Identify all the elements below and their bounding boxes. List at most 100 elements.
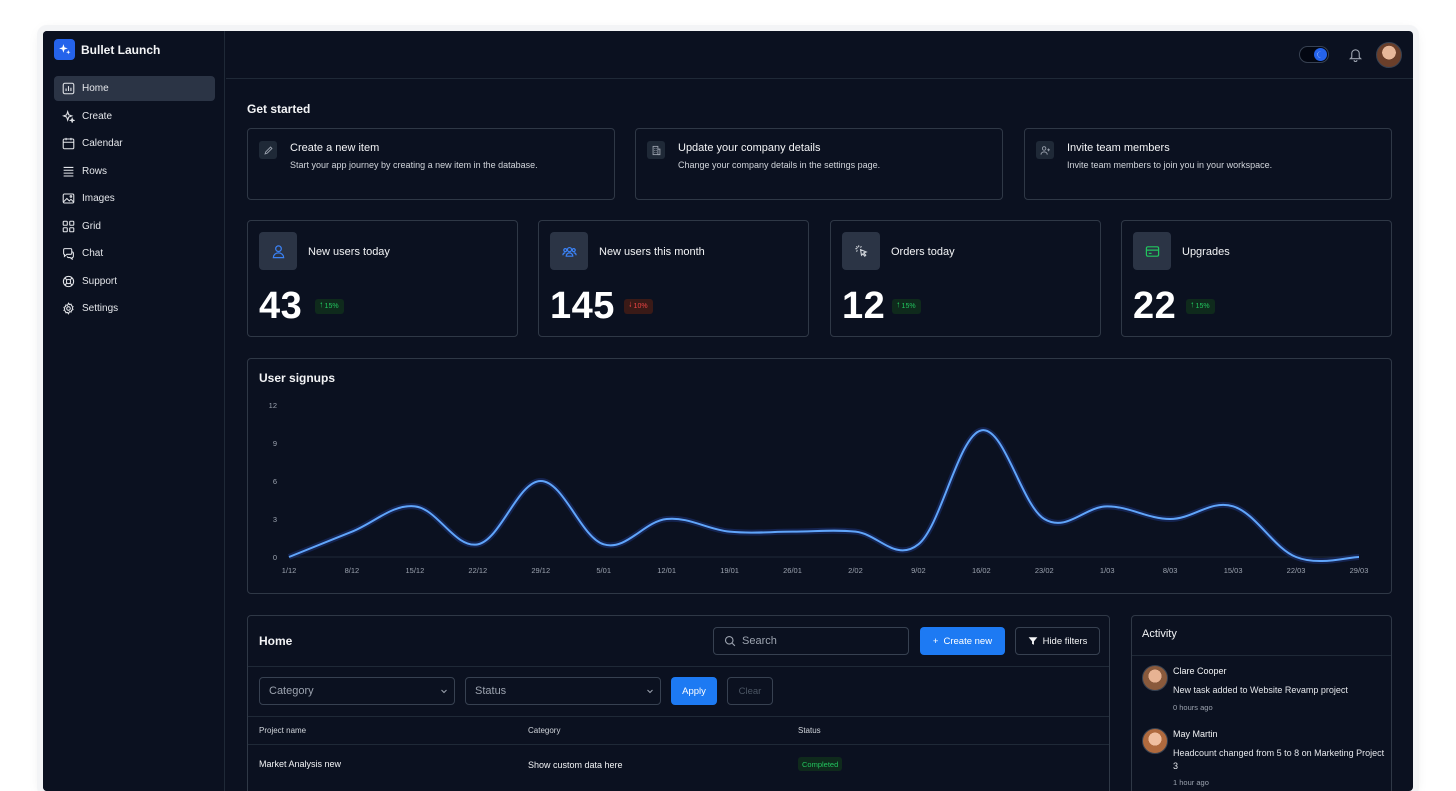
- status-select[interactable]: Status: [465, 677, 661, 705]
- stat-card-upgrades: Upgrades 22 🠑 15%: [1121, 220, 1392, 337]
- stat-label: Orders today: [891, 246, 955, 258]
- create-item-card[interactable]: Create a new item Start your app journey…: [247, 128, 615, 200]
- chart-canvas: 0 3 6 9 12 1/12 8/12 15/12 22/12 29/12 5/01 12/01 19…: [269, 401, 1369, 575]
- x-tick-label: 19/01: [720, 566, 739, 575]
- sidebar-item-home[interactable]: Home: [54, 76, 215, 101]
- change-value: 15%: [1195, 303, 1210, 310]
- hide-filters-button[interactable]: Hide filters: [1015, 627, 1100, 655]
- status-badge: Completed: [798, 757, 843, 771]
- image-icon: [62, 193, 75, 204]
- stat-card-new-users-today: New users today 43 🠑 15%: [247, 220, 518, 337]
- card-description: Invite team members to join you in your …: [1067, 160, 1273, 170]
- activity-user: Clare Cooper: [1173, 666, 1227, 676]
- brand[interactable]: Bullet Launch: [54, 39, 160, 60]
- grid-icon: [62, 220, 75, 232]
- sidebar-item-images[interactable]: Images: [54, 186, 215, 211]
- change-badge: 🠓 10%: [624, 299, 653, 314]
- users-icon: [550, 232, 588, 270]
- sidebar-item-label: Images: [82, 193, 115, 204]
- category-select[interactable]: Category: [259, 677, 455, 705]
- series-line: [288, 429, 1360, 563]
- y-tick-label: 9: [273, 439, 277, 448]
- stat-value: 22: [1133, 285, 1177, 327]
- invite-team-card[interactable]: Invite team members Invite team members …: [1024, 128, 1392, 200]
- sparkle-logo-icon: [54, 39, 75, 60]
- sidebar: Bullet Launch Home Create Calendar Rows …: [43, 31, 225, 791]
- company-details-card[interactable]: Update your company details Change your …: [635, 128, 1003, 200]
- bell-icon[interactable]: [1348, 47, 1363, 62]
- sidebar-item-label: Settings: [82, 303, 119, 314]
- x-tick-label: 1/03: [1100, 566, 1115, 575]
- activity-text: New task added to Website Revamp project: [1173, 685, 1348, 695]
- stat-value: 12: [842, 285, 886, 327]
- divider: [248, 744, 1109, 745]
- x-tick-label: 15/03: [1224, 566, 1243, 575]
- divider: [248, 666, 1109, 667]
- sidebar-item-settings[interactable]: Settings: [54, 296, 215, 321]
- get-started-title: Get started: [247, 102, 311, 116]
- x-tick-label: 22/12: [468, 566, 487, 575]
- select-placeholder: Category: [269, 685, 314, 697]
- avatar[interactable]: [1142, 665, 1168, 691]
- arrow-up-icon: 🠑: [897, 302, 900, 309]
- user-plus-icon: [1036, 141, 1054, 159]
- gear-icon: [63, 302, 74, 315]
- user-signups-chart: User signups 0 3 6 9 12 1/12 8/12 15/12 22/12 29/…: [247, 358, 1392, 594]
- chevron-down-icon: [647, 689, 653, 694]
- arrow-down-icon: 🠓: [629, 302, 632, 309]
- sidebar-item-support[interactable]: Support: [54, 269, 215, 294]
- y-tick-label: 3: [273, 515, 277, 524]
- sidebar-item-rows[interactable]: Rows: [54, 159, 215, 184]
- theme-toggle[interactable]: [1299, 46, 1329, 63]
- user-avatar[interactable]: [1376, 42, 1402, 68]
- y-tick-label: 6: [273, 477, 277, 486]
- sidebar-item-grid[interactable]: Grid: [54, 214, 215, 239]
- divider: [1132, 655, 1391, 656]
- sidebar-item-label: Chat: [82, 248, 104, 259]
- change-badge: 🠑 15%: [892, 299, 921, 314]
- projects-table-card: Home + Create new Hide filters Category …: [247, 615, 1110, 791]
- change-badge: 🠑 15%: [1186, 299, 1215, 314]
- x-tick-label: 29/03: [1350, 566, 1369, 575]
- table-title: Home: [259, 634, 293, 648]
- plus-icon: +: [932, 635, 939, 647]
- create-new-button[interactable]: + Create new: [920, 627, 1005, 655]
- column-header[interactable]: Status: [798, 726, 821, 735]
- button-label: Hide filters: [1042, 635, 1088, 647]
- calendar-icon: [62, 137, 75, 150]
- x-tick-label: 22/03: [1287, 566, 1306, 575]
- search-input[interactable]: [742, 635, 892, 647]
- activity-time: 0 hours ago: [1173, 703, 1213, 712]
- chat-icon: [63, 248, 74, 260]
- column-header[interactable]: Category: [528, 726, 561, 735]
- card-title: Invite team members: [1067, 142, 1170, 154]
- sparkle-icon: [62, 109, 75, 123]
- sidebar-item-create[interactable]: Create: [54, 104, 215, 129]
- sidebar-nav: Home Create Calendar Rows Images Grid: [54, 76, 215, 324]
- topbar: [226, 31, 1413, 79]
- activity-text: Headcount changed from 5 to 8 on Marketi…: [1173, 748, 1385, 771]
- stat-card-orders-today: Orders today 12 🠑 15%: [830, 220, 1101, 337]
- sidebar-item-label: Calendar: [82, 138, 123, 149]
- select-placeholder: Status: [475, 685, 507, 697]
- avatar[interactable]: [1142, 728, 1168, 754]
- x-tick-label: 12/01: [657, 566, 676, 575]
- change-value: 15%: [324, 303, 339, 310]
- y-tick-label: 0: [273, 553, 277, 562]
- apply-button[interactable]: Apply: [671, 677, 717, 705]
- divider: [248, 716, 1109, 717]
- sidebar-item-calendar[interactable]: Calendar: [54, 131, 215, 156]
- column-header[interactable]: Project name: [259, 726, 307, 735]
- stat-label: Upgrades: [1182, 246, 1230, 258]
- sidebar-item-label: Create: [82, 110, 113, 122]
- x-tick-label: 26/01: [783, 566, 802, 575]
- activity-panel: Activity Clare Cooper New task added to …: [1131, 615, 1392, 791]
- sidebar-item-chat[interactable]: Chat: [54, 241, 215, 266]
- change-value: 10%: [633, 303, 648, 310]
- stat-card-new-users-month: New users this month 145 🠓 10%: [538, 220, 809, 337]
- clear-button[interactable]: Clear: [727, 677, 773, 705]
- x-tick-label: 16/02: [972, 566, 991, 575]
- x-tick-label: 15/12: [405, 566, 424, 575]
- search-box[interactable]: [713, 627, 909, 655]
- cell-category: Show custom data here: [528, 760, 623, 770]
